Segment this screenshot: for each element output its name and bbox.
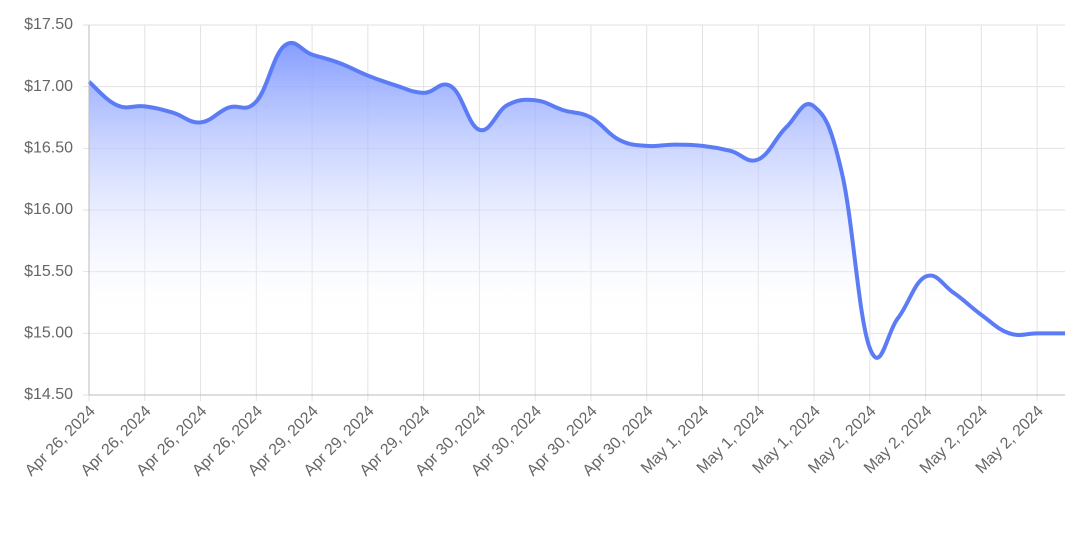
y-tick-label: $14.50 (24, 386, 73, 403)
y-tick-label: $16.50 (24, 140, 73, 157)
y-tick-label: $17.00 (24, 78, 73, 95)
area-fill (89, 42, 1065, 395)
line (87, 40, 1065, 360)
y-tick-label: $17.50 (24, 16, 73, 33)
y-tick-label: $15.00 (24, 325, 73, 342)
y-tick-label: $15.50 (24, 263, 73, 280)
y-tick-label: $16.00 (24, 201, 73, 218)
